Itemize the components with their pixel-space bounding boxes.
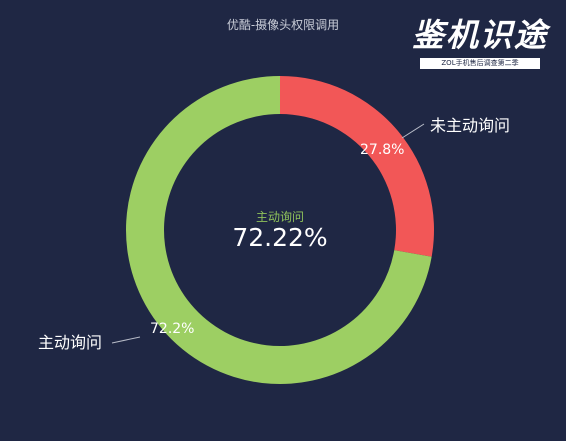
slice-percent-label-not-actively-asked: 27.8% bbox=[360, 142, 404, 158]
center-label: 主动询问 bbox=[255, 210, 304, 224]
leader-line-not-actively-asked bbox=[401, 123, 425, 139]
brand-logo: 鉴机识途 ZOL手机售后调查第二季 bbox=[405, 10, 555, 69]
legend-label-not-actively-asked: 未主动询问 bbox=[430, 116, 510, 135]
brand-name: 鉴机识途 bbox=[411, 16, 548, 54]
chart-title: 优酷-摄像头权限调用 bbox=[226, 18, 340, 32]
leader-line-actively-asked bbox=[111, 336, 141, 344]
slice-not-actively-asked[interactable] bbox=[280, 76, 434, 257]
slice-percent-label-actively-asked: 72.2% bbox=[150, 321, 194, 337]
brand-subtitle: ZOL手机售后调查第二季 bbox=[420, 58, 540, 69]
center-value: 72.22% bbox=[232, 223, 328, 252]
legend-label-actively-asked: 主动询问 bbox=[38, 333, 102, 352]
